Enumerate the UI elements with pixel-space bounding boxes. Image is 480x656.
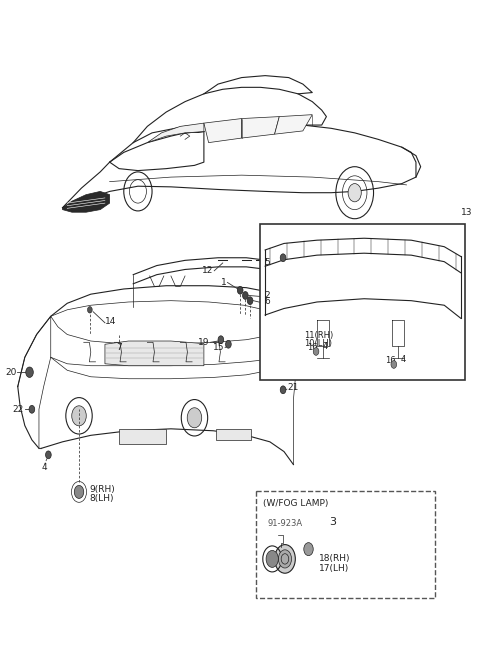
Text: 8(LH): 8(LH) [90, 494, 114, 503]
Circle shape [72, 406, 86, 426]
Text: 19: 19 [198, 338, 210, 347]
Polygon shape [275, 115, 312, 134]
Circle shape [26, 367, 33, 377]
Polygon shape [241, 117, 279, 138]
Text: 4: 4 [42, 463, 48, 472]
Text: 22: 22 [12, 405, 24, 414]
Polygon shape [105, 341, 204, 366]
Polygon shape [204, 119, 241, 142]
Text: 1: 1 [221, 278, 227, 287]
Circle shape [304, 543, 313, 556]
Circle shape [29, 405, 35, 413]
Bar [261, 224, 466, 380]
Text: 11(RH): 11(RH) [304, 331, 333, 340]
Text: 12: 12 [202, 266, 213, 276]
Circle shape [266, 550, 278, 567]
Circle shape [46, 451, 51, 459]
Text: 2: 2 [264, 291, 270, 300]
Text: 3: 3 [329, 517, 336, 527]
Circle shape [226, 340, 231, 348]
Text: 4: 4 [323, 342, 328, 351]
Circle shape [313, 348, 319, 356]
Text: 5: 5 [264, 258, 270, 268]
Text: 16: 16 [385, 356, 396, 365]
Circle shape [237, 287, 243, 294]
Circle shape [280, 386, 286, 394]
Circle shape [74, 485, 84, 499]
Text: 13: 13 [461, 208, 472, 216]
Circle shape [348, 184, 361, 202]
Polygon shape [216, 429, 251, 440]
Text: 16: 16 [307, 343, 317, 352]
Circle shape [278, 550, 291, 568]
Circle shape [87, 306, 92, 313]
Circle shape [247, 297, 253, 304]
Polygon shape [147, 123, 204, 142]
Polygon shape [119, 429, 166, 443]
Text: 20: 20 [5, 368, 16, 377]
Circle shape [280, 254, 286, 262]
Circle shape [242, 291, 248, 299]
Text: 15: 15 [213, 343, 224, 352]
Text: 10(LH): 10(LH) [304, 339, 332, 348]
Circle shape [391, 361, 396, 368]
Text: 9(RH): 9(RH) [90, 485, 116, 494]
Circle shape [187, 408, 202, 428]
Text: 21: 21 [288, 383, 299, 392]
Text: (W/FOG LAMP): (W/FOG LAMP) [263, 499, 328, 508]
Text: 7: 7 [117, 343, 122, 352]
Text: 17(LH): 17(LH) [319, 564, 349, 573]
Circle shape [275, 544, 295, 573]
Text: 6: 6 [264, 297, 270, 306]
Text: 4: 4 [401, 355, 406, 363]
Text: 18(RH): 18(RH) [319, 554, 351, 564]
Bar [256, 491, 435, 598]
Text: 14: 14 [105, 317, 116, 326]
Circle shape [218, 336, 224, 344]
Text: 91-923A: 91-923A [267, 519, 302, 527]
Polygon shape [62, 192, 109, 213]
